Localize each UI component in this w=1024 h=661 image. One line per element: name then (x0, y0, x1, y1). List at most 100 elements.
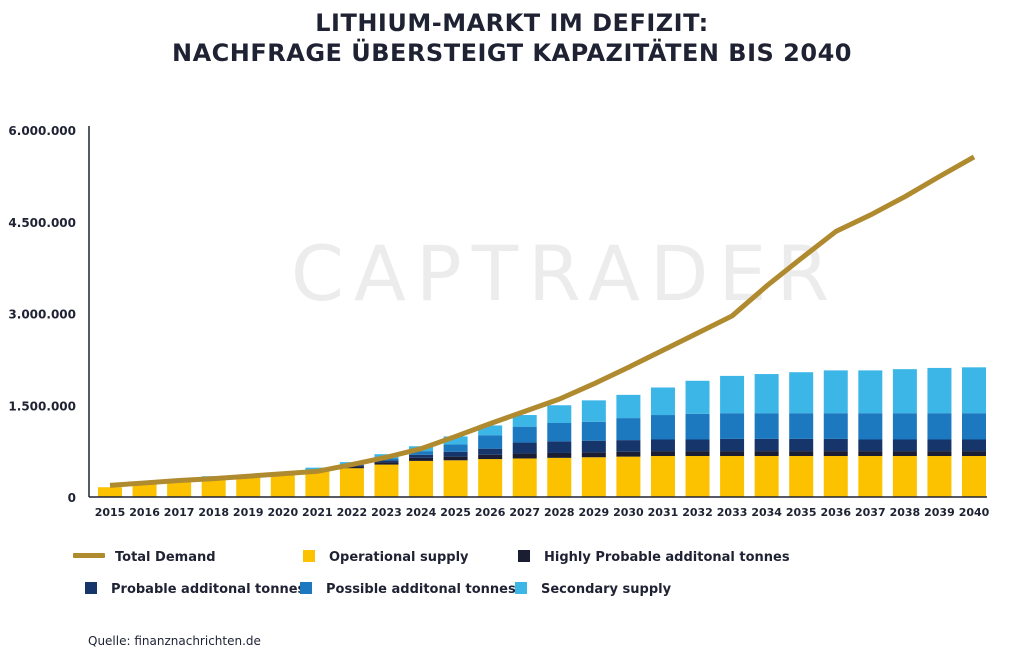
bar-segment-operational (374, 464, 399, 497)
legend-item-total-demand: Total Demand (73, 550, 216, 565)
bar-segment-highly_probable (443, 456, 468, 461)
bar-segment-highly_probable (616, 451, 641, 457)
bar-segment-operational (858, 456, 883, 497)
y-tick-label: 1.500.000 (8, 399, 76, 413)
bar-segment-possible (789, 413, 814, 439)
bar-segment-secondary (685, 380, 710, 414)
bar-segment-operational (547, 457, 572, 497)
x-tick-label: 2024 (406, 506, 437, 519)
bar-segment-secondary (927, 367, 952, 414)
bar-segment-secondary (823, 370, 848, 414)
x-tick-label: 2017 (164, 506, 195, 519)
x-tick-label: 2030 (613, 506, 644, 519)
bar-segment-operational (98, 487, 122, 497)
x-tick-label: 2040 (959, 506, 990, 519)
bar-segment-operational (305, 471, 330, 497)
bar-segment-probable (616, 440, 641, 452)
bar-segment-operational (201, 477, 226, 497)
demand-line-layer (109, 154, 976, 488)
bar-segment-probable (581, 440, 606, 453)
watermark: CAPTRADER (291, 229, 839, 318)
legend-item-probable: Probable additonal tonnes (85, 582, 305, 597)
legend-label-demand: Total Demand (115, 550, 216, 565)
bar-segment-highly_probable (720, 451, 745, 457)
x-axis-tick-labels: 2015 2016 2017 2018 2019 2020 2021 2022 2023 2024… (95, 506, 990, 519)
bar-segment-highly_probable (409, 457, 434, 461)
bar-segment-possible (927, 413, 952, 440)
bar-segment-highly_probable (962, 451, 986, 457)
bar-segment-probable (409, 454, 434, 458)
x-tick-label: 2021 (302, 506, 333, 519)
bar-segment-probable (754, 438, 779, 452)
bar-segment-operational (650, 456, 675, 497)
bar-segment-operational (339, 468, 364, 497)
bar-segment-highly_probable (927, 451, 952, 457)
x-tick-label: 2019 (233, 506, 264, 519)
bar-segment-possible (512, 426, 537, 443)
legend-swatch-probable (85, 582, 97, 594)
y-tick-label: 4.500.000 (8, 216, 76, 230)
x-tick-label: 2037 (855, 506, 886, 519)
bar-segment-operational (512, 458, 537, 497)
bar-segment-operational (581, 457, 606, 497)
bar-segment-probable (512, 442, 537, 454)
x-tick-label: 2018 (198, 506, 229, 519)
bar-segment-secondary (478, 425, 503, 436)
x-tick-label: 2029 (579, 506, 610, 519)
legend-swatch-possible (300, 582, 312, 594)
bar-segment-probable (374, 460, 399, 463)
x-tick-label: 2016 (129, 506, 160, 519)
bar-segment-possible (443, 444, 468, 452)
bar-segment-secondary (858, 370, 883, 414)
x-tick-label: 2036 (820, 506, 851, 519)
bar-segment-secondary (547, 405, 572, 423)
x-tick-label: 2038 (890, 506, 921, 519)
bar-segment-probable (650, 439, 675, 452)
bar-segment-possible (650, 415, 675, 440)
bar-segment-highly_probable (754, 451, 779, 457)
legend-swatch-demand (73, 553, 105, 558)
bar-segment-possible (858, 413, 883, 440)
bar-segment-operational (685, 456, 710, 497)
bar-segment-secondary (892, 369, 917, 414)
bar-segment-possible (581, 421, 606, 441)
bar-segment-possible (409, 451, 434, 455)
bar-segment-secondary (581, 400, 606, 422)
bar-segment-operational (409, 460, 434, 497)
bar-segment-secondary (720, 375, 745, 414)
bar-segment-operational (236, 476, 261, 497)
legend-label-operational: Operational supply (329, 550, 469, 565)
bar-segment-highly_probable (339, 466, 364, 469)
bar-segment-operational (823, 456, 848, 497)
x-tick-label: 2033 (717, 506, 748, 519)
bar-segment-operational (720, 456, 745, 497)
y-tick-label: 6.000.000 (8, 124, 76, 138)
bar-segment-operational (892, 456, 917, 497)
legend-label-probable: Probable additonal tonnes (111, 582, 306, 597)
y-axis-ticks: 0 1.500.000 3.000.000 4.500.000 6.000.000 (8, 124, 76, 505)
legend-label-secondary: Secondary supply (541, 582, 672, 597)
bar-segment-possible (962, 413, 986, 440)
bar-segment-probable (927, 439, 952, 452)
legend-item-possible: Possible additonal tonnes (300, 582, 516, 597)
bar-segment-secondary (754, 374, 779, 414)
legend-swatch-secondary (515, 582, 527, 594)
bar-segment-secondary (650, 387, 675, 416)
bar-segment-secondary (789, 372, 814, 414)
bar-segment-secondary (443, 436, 468, 445)
bar-segment-possible (720, 413, 745, 439)
bar-segment-operational (270, 474, 295, 497)
x-tick-label: 2031 (648, 506, 679, 519)
bar-segment-highly_probable (478, 454, 503, 460)
bar-segment-probable (720, 438, 745, 452)
chart-title-line-1: LITHIUM-MARKT IM DEFIZIT: (315, 9, 709, 37)
bar-segment-possible (823, 413, 848, 439)
bar-segment-highly_probable (823, 451, 848, 457)
bar-segment-operational (443, 460, 468, 497)
bar-segment-possible (754, 413, 779, 439)
bar-segment-probable (962, 439, 986, 452)
bar-segment-probable (443, 451, 468, 457)
x-tick-label: 2020 (267, 506, 298, 519)
bar-segment-possible (478, 435, 503, 449)
bar-segment-highly_probable (892, 451, 917, 457)
